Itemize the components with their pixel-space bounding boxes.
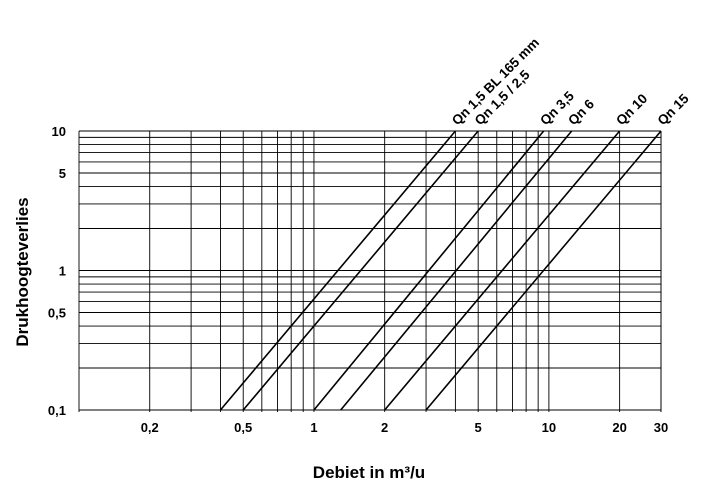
series-lines [219, 130, 662, 411]
x-tick-label: 0,2 [141, 420, 159, 435]
x-tick-label: 0,5 [234, 420, 252, 435]
x-axis-title: Debiet in m³/u [313, 463, 425, 482]
series-line [425, 130, 662, 411]
x-tick-label: 5 [475, 420, 482, 435]
series-line [242, 130, 479, 411]
x-tick-label: 30 [654, 420, 668, 435]
y-tick-label: 10 [52, 124, 66, 139]
series-label: Qn 15 [655, 91, 692, 128]
y-tick-label: 0,5 [48, 305, 66, 320]
x-tick-label: 20 [612, 420, 626, 435]
y-tick-label: 1 [59, 264, 66, 279]
y-axis-title: Drukhoogteverlies [13, 197, 32, 346]
x-tick-label: 2 [381, 420, 388, 435]
grid-lines [78, 130, 662, 412]
x-tick-label: 10 [542, 420, 556, 435]
series-line [219, 130, 457, 411]
tick-labels: 0,2 0,5 1 2 5 10 20 30 0,1 0,5 1 5 10 [48, 124, 668, 435]
series-label: Qn 10 [613, 91, 650, 128]
series-line [313, 130, 545, 411]
series-line [384, 130, 621, 411]
x-tick-label: 1 [310, 420, 317, 435]
series-line [340, 130, 573, 411]
y-tick-label: 5 [59, 166, 66, 181]
y-tick-label: 0,1 [48, 403, 66, 418]
